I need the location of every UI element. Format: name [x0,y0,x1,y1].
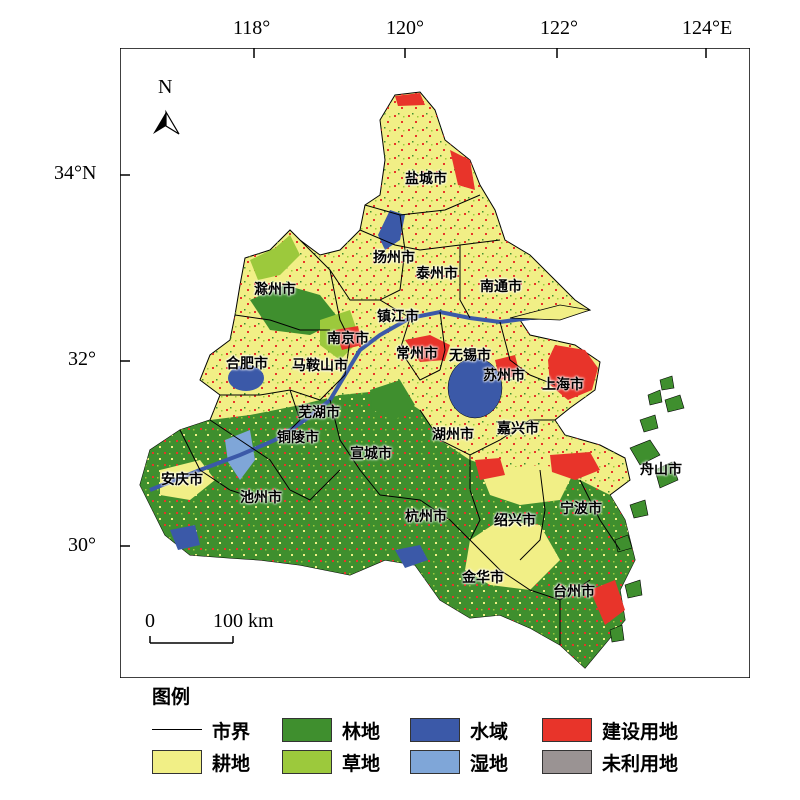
scale-bar [149,636,234,644]
city-label: 合肥市 [226,356,268,372]
legend-title: 图例 [152,686,191,708]
gaoyou-lake [378,210,405,250]
legend-color-swatch [542,718,592,742]
forest-chuzhou [250,285,340,335]
legend-label: 水域 [470,720,509,743]
city-label: 扬州市 [373,250,415,266]
legend-item: 林地 [282,716,380,744]
legend-color-swatch [410,750,460,774]
city-boundaries [179,194,621,645]
city-label: 南通市 [480,279,522,295]
legend-color-swatch [152,750,202,774]
legend-label: 市界 [212,720,251,743]
legend-color-swatch [410,718,460,742]
lon-tick-120: 120° [386,17,424,39]
built-hangzhou [475,458,505,480]
legend-color-swatch [542,750,592,774]
legend-label: 湿地 [470,752,509,775]
lat-tick-34: 34°N [54,162,97,184]
city-label: 镇江市 [377,309,419,325]
city-label: 杭州市 [405,509,447,525]
legend-item: 草地 [282,748,380,776]
legend-item: 未利用地 [542,748,678,776]
city-label: 芜湖市 [298,405,340,421]
legend-label: 耕地 [212,752,251,775]
lat-tick-32: 32° [68,348,96,370]
legend-label: 未利用地 [602,752,679,775]
north-arrow-icon [153,109,180,135]
city-label: 苏州市 [483,368,525,384]
legend-item: 耕地 [152,748,250,776]
city-label: 滁州市 [254,282,296,298]
built-yancheng-coast [450,150,475,190]
city-label: 马鞍山市 [292,358,348,374]
legend-label: 草地 [342,752,381,775]
city-label: 舟山市 [640,462,682,478]
tick-marks [120,48,707,547]
city-label: 安庆市 [161,472,203,488]
city-label: 常州市 [396,346,438,362]
lon-tick-118: 118° [233,17,271,39]
forest-yixing [370,380,415,420]
lon-tick-122: 122° [540,17,578,39]
legend-item: 建设用地 [542,716,678,744]
city-label: 无锡市 [449,348,491,364]
city-label: 盐城市 [405,171,447,187]
built-shanghai [548,345,598,400]
lat-tick-30: 30° [68,534,96,556]
built-lianyungang [395,93,425,106]
legend-item: 湿地 [410,748,508,776]
built-taizhou [590,580,625,625]
scale-start-label: 0 [145,610,155,632]
legend-label: 建设用地 [602,720,679,743]
lon-tick-124: 124°E [682,17,733,39]
cropland-jinhua [465,520,560,590]
map-canvas [120,48,750,678]
chaohu-lake [228,365,264,391]
city-label: 嘉兴市 [497,421,539,437]
built-changzhou-wuxi [405,335,450,362]
city-label: 铜陵市 [277,430,319,446]
north-label: N [158,76,173,98]
chongming-island [509,304,591,321]
city-label: 池州市 [240,490,282,506]
city-label: 湖州市 [432,427,474,443]
water-anqing [170,525,200,550]
built-ningbo [550,452,600,480]
legend-color-swatch [282,718,332,742]
city-label: 上海市 [542,377,584,393]
map-frame [120,48,750,678]
scale-end-label: 100 km [213,610,274,632]
city-label: 绍兴市 [494,513,536,529]
yangtze-river [149,309,561,492]
legend-item: 市界 [152,716,250,744]
city-label: 台州市 [553,584,595,600]
qiandao-lake [395,545,428,568]
legend-line-swatch [152,718,202,742]
city-label: 宁波市 [560,501,602,517]
taihu-lake [447,357,503,419]
grass-chuzhou [250,235,300,280]
city-label: 金华市 [462,570,504,586]
legend-color-swatch [282,750,332,774]
city-label: 宣城市 [350,446,392,462]
city-label: 泰州市 [416,266,458,282]
legend: 图例 市界 林地 水域 建设用地耕地 草地 湿地 未利用地 [152,682,752,792]
legend-label: 林地 [342,720,381,743]
legend-item: 水域 [410,716,508,744]
city-label: 南京市 [327,331,369,347]
zhoushan-islands [609,375,685,643]
built-suzhou [495,355,520,380]
